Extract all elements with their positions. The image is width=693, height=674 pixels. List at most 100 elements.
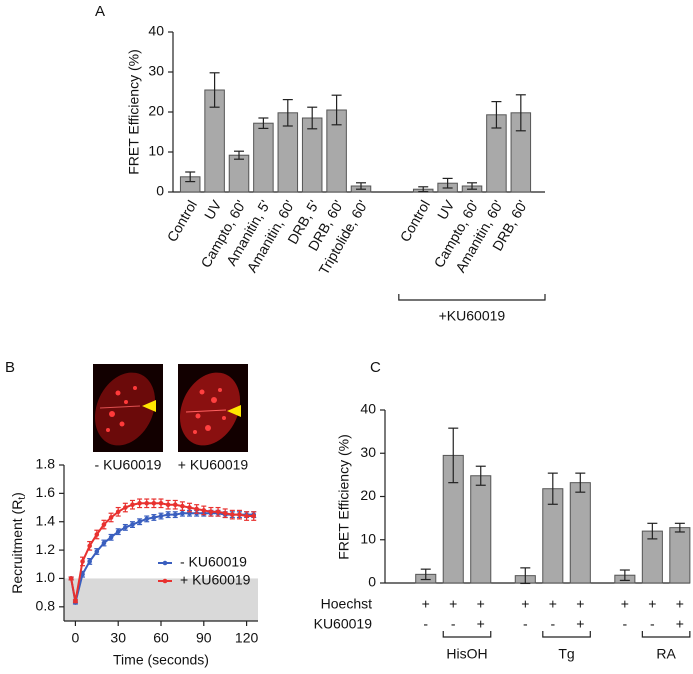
y-tick-label: 1.0 (36, 569, 56, 585)
panel-label: A (95, 3, 105, 20)
error-bar (209, 72, 220, 108)
bracket (542, 631, 591, 638)
point (87, 559, 92, 564)
error-bar (185, 171, 196, 183)
image-caption: - KU60019 (95, 457, 162, 473)
legend-marker (162, 560, 168, 566)
point (80, 559, 85, 564)
point (180, 510, 185, 516)
error-bar (331, 94, 342, 126)
row-mark: + (477, 596, 485, 612)
x-tick-label: 90 (196, 630, 212, 646)
bracket-label: +KU60019 (439, 308, 506, 324)
point (144, 500, 150, 506)
point (244, 513, 249, 519)
row-label: Hoechst (321, 596, 372, 612)
point (237, 512, 242, 517)
x-tick-label: Control (397, 197, 433, 244)
bar (470, 475, 492, 584)
bracket (398, 294, 546, 301)
error-bar (420, 568, 431, 581)
x-tick-label: 30 (110, 630, 126, 646)
y-tick-label: 40 (360, 401, 376, 417)
y-tick-label: 0 (368, 574, 376, 590)
error-bar (418, 186, 429, 193)
y-tick-label: 20 (148, 103, 164, 119)
error-bar (674, 522, 685, 533)
point (144, 516, 150, 522)
error-bar (467, 182, 478, 190)
error-bar (491, 100, 502, 129)
group-label: RA (656, 646, 676, 662)
row-mark: + (549, 596, 557, 612)
error-bar (258, 117, 269, 129)
point (130, 502, 135, 508)
point (101, 540, 107, 546)
legend-marker (162, 578, 168, 584)
micrograph (93, 364, 163, 452)
error-bar (647, 522, 658, 540)
point (208, 509, 214, 515)
error-bar (475, 465, 486, 486)
row-mark: + (477, 616, 485, 632)
error-bar (356, 182, 366, 190)
row-mark: + (422, 596, 430, 612)
x-tick-label: 120 (235, 630, 259, 646)
legend-label: + KU60019 (180, 572, 251, 588)
y-axis-label: FRET Efficiency (%) (126, 49, 142, 175)
y-tick-label: 10 (360, 530, 376, 546)
y-axis-label: FRET Efficiency (%) (336, 434, 352, 560)
y-tick-label: 0 (156, 183, 164, 199)
y-tick-label: 20 (360, 487, 376, 503)
point (165, 502, 171, 508)
panel-label: B (5, 359, 15, 376)
error-bar (515, 94, 526, 132)
y-tick-label: 10 (148, 143, 164, 159)
row-mark: - (423, 616, 428, 632)
point (194, 506, 199, 512)
x-tick-label: UV (201, 197, 225, 222)
panel-label: C (370, 359, 381, 376)
group-label: HisOH (446, 646, 487, 662)
y-tick-label: 1.4 (36, 512, 56, 528)
shaded-region (64, 578, 258, 621)
micrograph (178, 364, 248, 452)
error-bar (282, 98, 293, 127)
x-tick-label: 0 (72, 630, 80, 646)
point (165, 512, 171, 517)
point (172, 502, 178, 508)
row-mark: - (523, 616, 528, 632)
y-tick-label: 1.6 (36, 484, 56, 500)
point (251, 513, 257, 519)
error-bar (520, 567, 531, 585)
row-mark: + (576, 596, 584, 612)
row-mark: + (676, 616, 684, 632)
point (187, 505, 192, 510)
error-bar (234, 150, 244, 160)
x-tick-label: Control (164, 197, 200, 244)
point (108, 515, 114, 520)
y-tick-label: 30 (360, 444, 376, 460)
y-tick-label: 1.8 (36, 456, 56, 472)
point (123, 525, 128, 530)
point (94, 549, 100, 554)
point (68, 576, 74, 581)
x-tick-label: UV (434, 197, 458, 222)
bar (228, 154, 250, 193)
row-label: KU60019 (314, 616, 373, 632)
error-bar (448, 427, 459, 484)
y-axis-label: Recruitment (Rt) (9, 492, 28, 594)
row-mark: + (648, 596, 656, 612)
point (101, 522, 107, 527)
point (230, 512, 235, 517)
bar (569, 482, 591, 584)
row-mark: - (623, 616, 628, 632)
point (158, 513, 164, 519)
point (180, 503, 185, 509)
point (137, 519, 142, 525)
y-tick-label: 30 (148, 63, 164, 79)
point (201, 508, 207, 513)
x-tick-label: 60 (153, 630, 169, 646)
point (123, 505, 128, 510)
